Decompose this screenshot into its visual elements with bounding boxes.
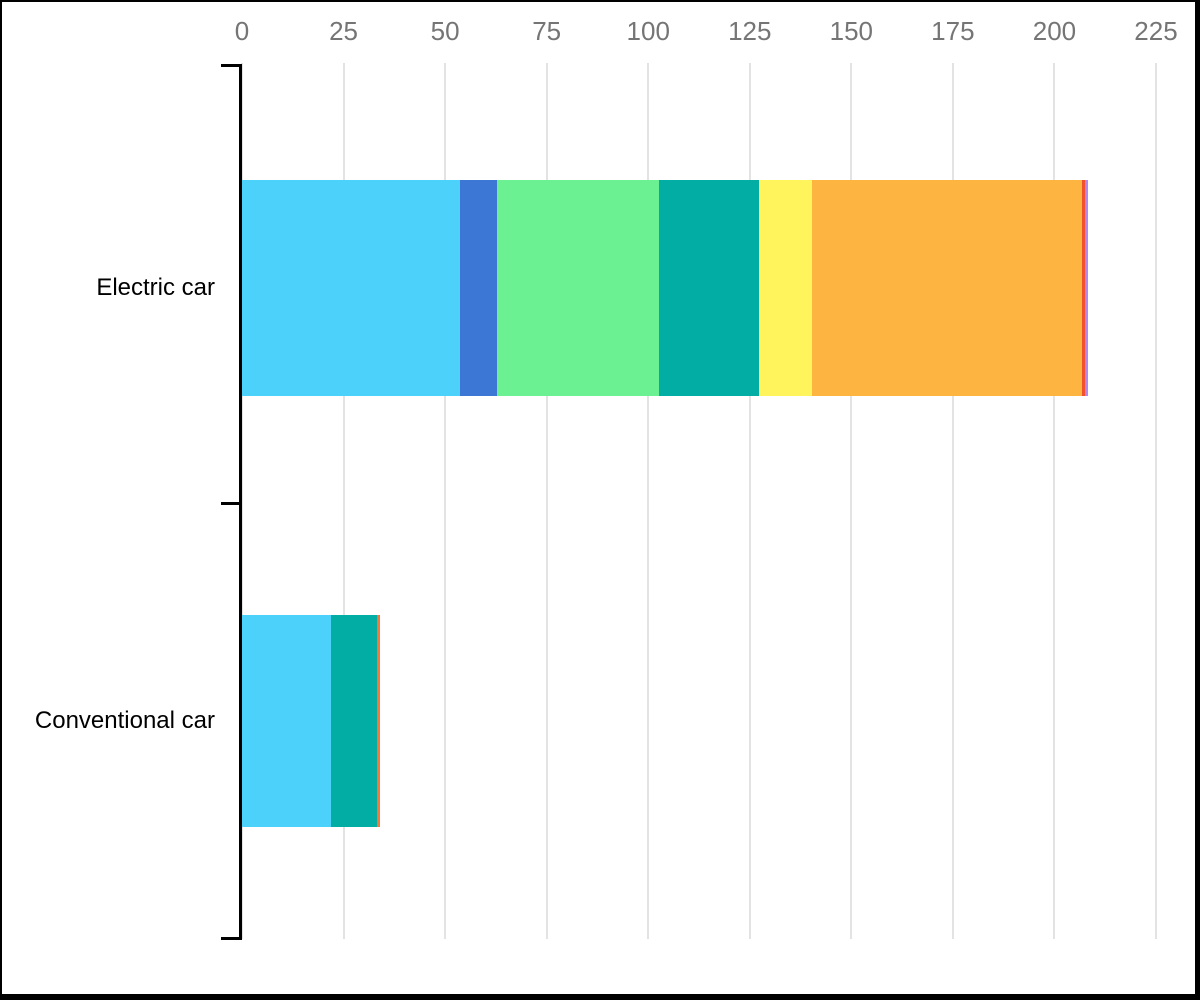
bar-row xyxy=(0,180,1200,396)
gridline xyxy=(444,63,447,939)
category-axis-tick xyxy=(221,937,239,940)
gridline xyxy=(1155,63,1157,939)
bar-segment-orange xyxy=(811,180,1082,396)
bar-segment-blue xyxy=(460,180,498,396)
gridline xyxy=(545,63,548,939)
bar-segment-cyan xyxy=(242,615,332,827)
x-axis-tick-label: 25 xyxy=(329,16,359,46)
bar-row xyxy=(0,615,1200,827)
bar-segment-teal xyxy=(331,615,377,827)
figure-border-bottom xyxy=(0,994,1200,1000)
gridline xyxy=(1053,63,1056,939)
x-axis-tick-label: 175 xyxy=(931,16,975,46)
gridline xyxy=(342,63,345,939)
x-axis-tick-label: 75 xyxy=(532,16,562,46)
gridline xyxy=(748,63,751,939)
category-label: Electric car xyxy=(96,274,215,301)
x-axis-tick-label: 125 xyxy=(728,16,772,46)
x-axis-tick-label: 50 xyxy=(430,16,460,46)
category-label: Conventional car xyxy=(34,707,215,734)
bar-segment-yellow xyxy=(758,180,812,396)
bar-segment-green xyxy=(497,180,659,396)
x-axis-tick-label: 200 xyxy=(1032,16,1077,46)
gridline xyxy=(951,63,954,939)
bar-segment-vermilion xyxy=(1081,180,1085,396)
figure-border-left xyxy=(0,0,2,1000)
category-axis-tick xyxy=(221,64,239,67)
gridline xyxy=(241,63,243,939)
bar-segment-orange-red xyxy=(376,615,380,827)
bar-segment-teal xyxy=(658,180,759,396)
bar-segment-cyan xyxy=(242,180,461,396)
gridline xyxy=(850,63,853,939)
category-axis-tick xyxy=(221,502,239,505)
gridline xyxy=(647,63,650,939)
figure-border-top xyxy=(0,0,1200,2)
figure-border-right xyxy=(1195,0,1200,1000)
bar-segment-purple xyxy=(1084,180,1089,396)
x-axis-tick-label: 150 xyxy=(829,16,874,46)
x-axis-tick-label: 0 xyxy=(234,16,250,46)
category-axis-line xyxy=(239,64,242,940)
x-axis-tick-label: 225 xyxy=(1134,16,1178,46)
x-axis-tick-label: 100 xyxy=(626,16,670,46)
